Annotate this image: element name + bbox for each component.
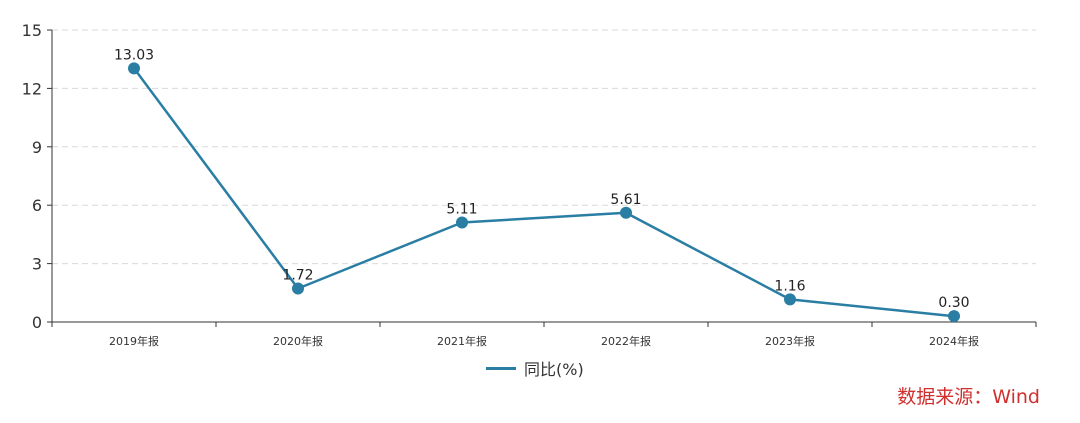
y-tick-label: 0 — [32, 313, 42, 332]
series-line — [132, 67, 955, 318]
data-point — [948, 310, 960, 323]
series-yoy — [128, 62, 960, 323]
x-tick-label: 2020年报 — [273, 334, 323, 348]
data-point — [128, 62, 140, 75]
data-label: 1.72 — [282, 268, 313, 284]
x-tick-label: 2024年报 — [929, 334, 979, 348]
y-tick-label: 3 — [32, 255, 42, 274]
legend-label: 同比(%) — [524, 360, 584, 379]
y-tick-label: 12 — [22, 79, 42, 98]
y-tick-label: 9 — [32, 138, 42, 157]
y-tick-label: 6 — [32, 196, 42, 215]
data-label: 1.16 — [774, 278, 805, 294]
x-tick-label: 2019年报 — [109, 334, 159, 348]
x-tick-label: 2022年报 — [601, 334, 651, 348]
source-note: 数据来源：Wind — [897, 386, 1040, 408]
legend: 同比(%) — [486, 356, 584, 380]
data-labels: 13.03 1.72 5.11 5.61 1.16 0.30 — [114, 47, 970, 311]
data-label: 13.03 — [114, 47, 154, 63]
legend-swatch — [486, 366, 516, 370]
y-axis: 0 3 6 9 12 15 — [22, 21, 53, 332]
data-point — [292, 282, 304, 295]
data-label: 0.30 — [938, 295, 969, 311]
data-point — [784, 293, 796, 306]
x-axis: 2019年报 2020年报 2021年报 2022年报 2023年报 2024年报 — [51, 321, 1037, 348]
y-tick-label: 15 — [22, 21, 42, 40]
data-point — [620, 206, 632, 219]
x-tick-label: 2023年报 — [765, 334, 815, 348]
data-label: 5.61 — [610, 192, 641, 208]
data-point — [456, 216, 468, 229]
data-label: 5.11 — [446, 202, 477, 218]
gridlines — [52, 29, 1036, 265]
x-tick-label: 2021年报 — [437, 334, 487, 348]
